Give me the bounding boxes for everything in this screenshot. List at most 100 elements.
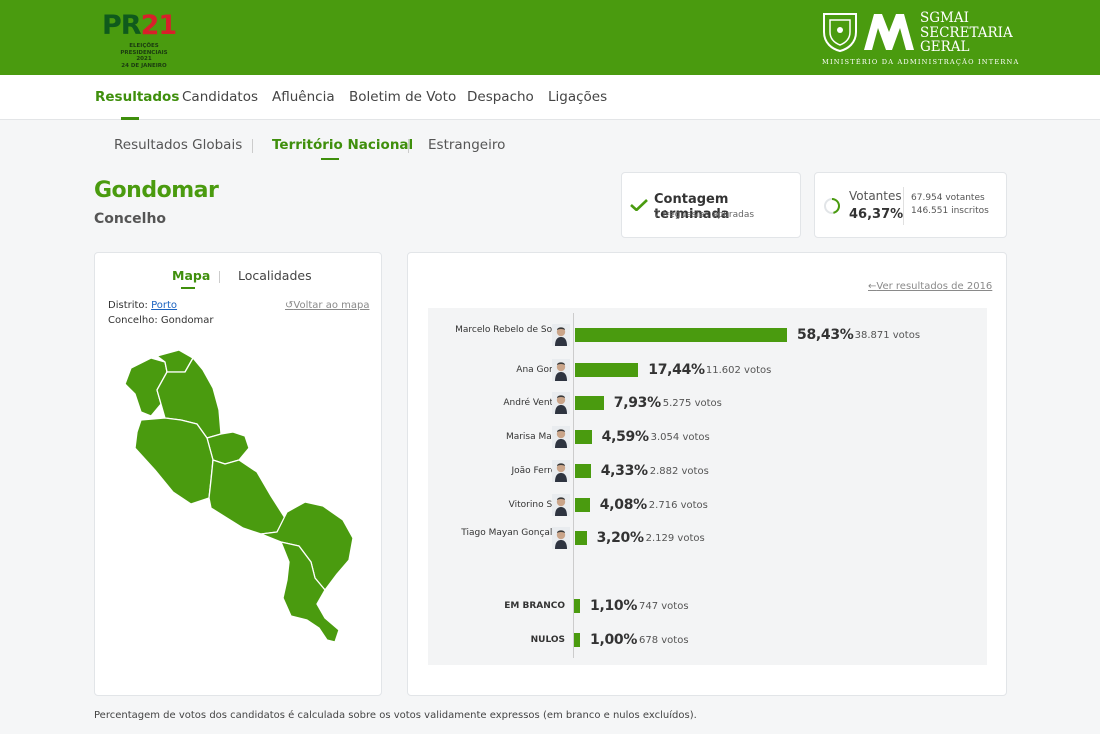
main-nav: Resultados Candidatos Afluência Boletim … bbox=[0, 75, 1100, 120]
vote-bar bbox=[575, 531, 587, 545]
parish-region[interactable] bbox=[280, 541, 340, 643]
logo-num-text: 21 bbox=[140, 10, 178, 41]
tab-estrangeiro[interactable]: Estrangeiro bbox=[428, 137, 506, 153]
vote-percent: 1,00% bbox=[590, 632, 638, 648]
nav-item-despacho[interactable]: Despacho bbox=[467, 89, 534, 105]
council-value: Gondomar bbox=[160, 315, 214, 326]
logo-line3: 24 DE JANEIRO bbox=[121, 62, 167, 69]
vote-bar bbox=[575, 464, 591, 478]
turnout-ring-icon bbox=[824, 198, 840, 214]
result-row[interactable]: Ana Gomes 17,44% 11.602 votos bbox=[408, 355, 1008, 385]
council-label: Concelho: bbox=[108, 315, 158, 326]
subnav-divider bbox=[252, 139, 253, 153]
municipality-map bbox=[124, 349, 354, 643]
vote-percent: 58,43% bbox=[797, 327, 854, 343]
map-tab-indicator bbox=[181, 287, 195, 289]
vote-count: 2.882 votos bbox=[649, 466, 709, 477]
vote-category: EM BRANCO bbox=[504, 601, 565, 611]
result-row[interactable]: Marcelo Rebelo de Sousa 58,43% 38.871 voto… bbox=[408, 320, 1008, 350]
candidate-avatar bbox=[552, 460, 570, 482]
logo-pr-text: PR bbox=[102, 10, 142, 41]
candidate-avatar bbox=[552, 494, 570, 516]
result-row[interactable]: NULOS 1,00% 678 votos bbox=[408, 625, 1008, 655]
candidate-name: Tiago Mayan Gonçalves bbox=[461, 528, 568, 538]
top-banner: PR21 ELEIÇÕES PRESIDENCIAIS 2021 24 DE J… bbox=[0, 0, 1100, 75]
tab-localidades[interactable]: Localidades bbox=[238, 268, 312, 283]
logo-caption: ELEIÇÕES PRESIDENCIAIS 2021 24 DE JANEIR… bbox=[114, 43, 174, 69]
vote-bar bbox=[575, 430, 592, 444]
results-chart-area bbox=[428, 308, 987, 665]
tab-territorio-nacional[interactable]: Território Nacional bbox=[272, 137, 414, 153]
results-panel: ←Ver resultados de 2016 Marcelo Rebelo d… bbox=[407, 252, 1007, 696]
vote-count: 2.129 votos bbox=[645, 533, 705, 544]
back-to-map-label: Voltar ao mapa bbox=[293, 300, 370, 311]
sgmai-title: SGMAI SECRETARIA GERAL bbox=[920, 11, 1013, 55]
council-line: Concelho: Gondomar bbox=[108, 315, 214, 326]
parish-region[interactable] bbox=[208, 459, 286, 535]
subnav-divider bbox=[408, 139, 409, 153]
nav-item-resultados[interactable]: Resultados bbox=[95, 89, 180, 105]
result-row[interactable]: Tiago Mayan Gonçalves 3,20% 2.129 votos bbox=[408, 523, 1008, 553]
vote-count: 11.602 votos bbox=[705, 365, 772, 376]
vote-percent: 1,10% bbox=[590, 598, 638, 614]
turnout-registered: 146.551 inscritos bbox=[911, 206, 989, 216]
candidate-avatar bbox=[552, 527, 570, 549]
vote-bar bbox=[574, 633, 580, 647]
turnout-divider bbox=[903, 187, 904, 225]
nav-item-afluencia[interactable]: Afluência bbox=[272, 89, 335, 105]
result-row[interactable]: André Ventura 7,93% 5.275 votos bbox=[408, 388, 1008, 418]
turnout-card: Votantes 46,37% 67.954 votantes 146.551 … bbox=[814, 172, 1007, 238]
vote-count: 2.716 votos bbox=[648, 500, 708, 511]
candidate-avatar bbox=[552, 359, 570, 381]
vote-count: 3.054 votos bbox=[650, 432, 710, 443]
nav-item-ligacoes[interactable]: Ligações bbox=[548, 89, 608, 105]
back-to-map-link[interactable]: ↺Voltar ao mapa bbox=[285, 300, 369, 311]
check-icon bbox=[630, 199, 648, 211]
page-title: Gondomar bbox=[94, 178, 219, 203]
result-row[interactable]: Vitorino Silva 4,08% 2.716 votos bbox=[408, 490, 1008, 520]
nav-item-boletim[interactable]: Boletim de Voto bbox=[349, 89, 457, 105]
vote-count: 678 votos bbox=[639, 635, 689, 646]
map-tab-divider bbox=[219, 271, 220, 283]
undo-icon: ↺ bbox=[285, 300, 294, 311]
vote-bar bbox=[575, 363, 639, 377]
candidate-avatar bbox=[552, 392, 570, 414]
sgmai-line3: GERAL bbox=[920, 39, 970, 55]
candidate-avatar bbox=[552, 324, 570, 346]
vote-percent: 17,44% bbox=[648, 362, 705, 378]
count-status-title: Contagem terminada bbox=[654, 192, 730, 222]
district-line: Distrito: Porto bbox=[108, 300, 177, 311]
turnout-percent: 46,37% bbox=[849, 207, 904, 222]
prev-results-label: Ver resultados de 2016 bbox=[876, 281, 993, 292]
vote-bar bbox=[574, 599, 580, 613]
candidate-name: Marcelo Rebelo de Sousa bbox=[455, 325, 568, 335]
pr21-logo[interactable]: PR21 ELEIÇÕES PRESIDENCIAIS 2021 24 DE J… bbox=[102, 10, 192, 69]
candidate-avatar bbox=[552, 426, 570, 448]
result-row[interactable]: Marisa Matias 4,59% 3.054 votos bbox=[408, 422, 1008, 452]
vote-count: 38.871 votos bbox=[854, 330, 921, 341]
sgmai-logo[interactable]: SGMAI SECRETARIA GERAL MINISTÉRIO DA ADM… bbox=[822, 10, 1018, 68]
result-row[interactable]: João Ferreira 4,33% 2.882 votos bbox=[408, 456, 1008, 486]
nav-active-indicator bbox=[121, 117, 139, 120]
vote-percent: 3,20% bbox=[596, 530, 644, 546]
candidate-name: André Ventura bbox=[503, 398, 568, 408]
tab-mapa[interactable]: Mapa bbox=[172, 268, 211, 283]
parish-region[interactable] bbox=[134, 417, 214, 505]
vote-count: 747 votos bbox=[639, 601, 689, 612]
results-axis-line bbox=[573, 313, 574, 658]
result-row[interactable]: EM BRANCO 1,10% 747 votos bbox=[408, 591, 1008, 621]
vote-percent: 4,59% bbox=[601, 429, 649, 445]
arrow-left-icon: ← bbox=[868, 281, 877, 292]
prev-results-link[interactable]: ←Ver resultados de 2016 bbox=[868, 281, 992, 292]
vote-percent: 4,33% bbox=[600, 463, 648, 479]
nav-item-candidatos[interactable]: Candidatos bbox=[182, 89, 259, 105]
footnote: Percentagem de votos dos candidatos é ca… bbox=[94, 710, 697, 721]
tab-resultados-globais[interactable]: Resultados Globais bbox=[114, 137, 243, 153]
sgmai-line2: SECRETARIA bbox=[920, 24, 1013, 41]
district-label: Distrito: bbox=[108, 300, 148, 311]
ministry-label: MINISTÉRIO DA ADMINISTRAÇÃO INTERNA bbox=[822, 58, 1020, 66]
vote-category: NULOS bbox=[530, 635, 565, 645]
district-link[interactable]: Porto bbox=[151, 300, 178, 311]
logo-line1: ELEIÇÕES bbox=[129, 43, 159, 49]
subnav-active-indicator bbox=[321, 158, 339, 160]
